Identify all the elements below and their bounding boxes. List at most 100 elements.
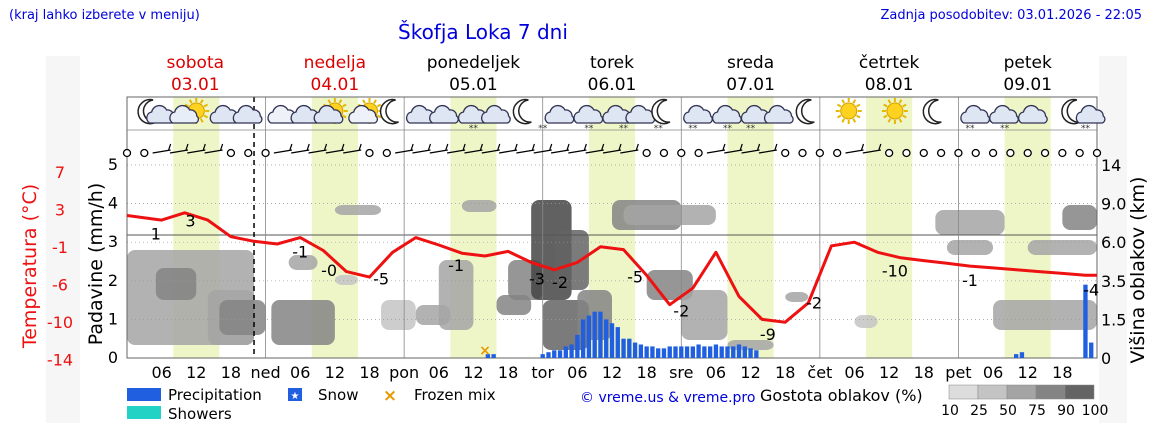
precip-bar xyxy=(707,346,713,358)
precip-bar xyxy=(644,346,649,358)
temp-point-label: -2 xyxy=(552,273,568,292)
wind-barb-icon xyxy=(724,149,743,154)
precip-bar xyxy=(1089,342,1094,358)
precip-bar xyxy=(546,352,551,358)
temperature-line xyxy=(126,211,1097,324)
precip-tick-label: 1 xyxy=(108,309,118,328)
wind-calm-icon xyxy=(1058,148,1067,158)
x-hour-label: 18 xyxy=(498,363,518,382)
x-hour-label: 06 xyxy=(151,363,171,382)
precip-bar xyxy=(702,346,707,358)
cloud-patch xyxy=(785,292,809,302)
temp-point-label: -1 xyxy=(292,243,308,262)
precip-bar xyxy=(638,344,644,358)
frozen-mix-marker: × xyxy=(479,343,491,359)
cloud-patch xyxy=(1027,240,1097,255)
precip-bar xyxy=(604,319,609,358)
wind-barb-icon xyxy=(169,149,189,154)
wind-barb-icon xyxy=(291,149,310,154)
last-updated: Zadnja posodobitev: 03.01.2026 - 22:05 xyxy=(880,8,1142,23)
precip-bar xyxy=(731,346,736,358)
temp-point-label: -9 xyxy=(760,325,776,344)
precip-bar xyxy=(552,350,557,358)
legend-snow-swatch xyxy=(288,388,302,401)
header-left-note: (kraj lahko izberete v meniju) xyxy=(9,8,200,23)
cloud-density-layer xyxy=(127,200,1097,350)
precip-bar xyxy=(684,346,690,358)
wind-barb-icon xyxy=(152,149,171,154)
precip-bar xyxy=(1019,352,1025,358)
precip-bar xyxy=(575,334,580,358)
wind-barb-icon xyxy=(862,149,881,154)
wind-barb-icon xyxy=(533,149,552,154)
wind-barb-icon xyxy=(273,149,292,154)
moon-icon xyxy=(1061,98,1081,125)
density-swatch xyxy=(948,384,979,400)
precip-bar xyxy=(563,346,568,358)
temp-tick-label: 3 xyxy=(55,201,65,220)
temp-point-label: -1 xyxy=(962,271,978,290)
cloud-icon xyxy=(169,104,199,124)
snowflake-icon: ** xyxy=(965,124,975,134)
cloud-patch xyxy=(946,240,994,255)
precip-bar xyxy=(696,344,701,358)
day-name-label: nedelja xyxy=(304,53,366,73)
wind-barb-icon xyxy=(204,149,223,154)
copyright-text: © vreme.us & vreme.pro xyxy=(580,390,755,406)
wind-calm-icon xyxy=(919,148,928,158)
wind-barb-icon xyxy=(187,149,206,154)
precip-bar xyxy=(615,327,620,358)
wind-calm-icon xyxy=(954,148,963,158)
temp-point-label: -2 xyxy=(806,294,822,313)
precip-bar xyxy=(632,342,638,358)
wind-calm-icon xyxy=(1023,148,1032,158)
wind-calm-icon xyxy=(902,148,911,158)
cloud-patch xyxy=(334,205,382,215)
day-name-label: sobota xyxy=(167,53,225,73)
day-name-label: ponedeljek xyxy=(427,53,521,73)
cloud-icon xyxy=(763,104,794,124)
wind-barb-icon xyxy=(395,149,414,154)
precip-tick-label: 4 xyxy=(108,194,118,213)
daylight-band xyxy=(866,97,913,358)
wind-barb-icon xyxy=(550,149,570,154)
wind-barb-icon xyxy=(447,149,466,154)
snowflake-icon: ** xyxy=(584,124,594,134)
cloud-tick-label: 1.5 xyxy=(1101,310,1126,329)
x-hour-label: 12 xyxy=(602,363,622,382)
x-hour-label: 18 xyxy=(775,363,795,382)
cloud-patch xyxy=(155,268,197,300)
x-hour-label: 12 xyxy=(463,363,483,382)
moon-icon xyxy=(922,98,942,125)
precip-bar xyxy=(742,346,747,358)
wind-barb-icon xyxy=(481,149,500,154)
x-hour-label: 12 xyxy=(1018,363,1038,382)
wind-barb-icon xyxy=(602,149,622,154)
cloud-icon xyxy=(348,104,378,124)
wind-barb-icon xyxy=(429,149,448,154)
x-hour-label: 06 xyxy=(290,363,310,382)
wind-barb-icon xyxy=(758,149,777,154)
precip-bar xyxy=(719,346,724,358)
cloud-icon xyxy=(232,104,263,124)
x-hour-label: 18 xyxy=(359,363,379,382)
wind-calm-icon xyxy=(226,148,236,158)
x-hour-label: 12 xyxy=(186,363,206,382)
temp-point-label: -10 xyxy=(882,261,908,280)
wind-calm-icon xyxy=(659,148,669,158)
wind-calm-icon xyxy=(815,148,825,158)
wind-calm-icon xyxy=(798,148,807,158)
day-date-label: 07.01 xyxy=(726,75,775,95)
precip-bar xyxy=(754,350,759,358)
wind-calm-icon xyxy=(382,148,391,158)
precip-tick-label: 2 xyxy=(108,271,118,290)
precip-bar xyxy=(713,344,719,358)
cloud-patch xyxy=(854,315,878,328)
precip-bar xyxy=(627,338,632,358)
cloud-tick-label: 6.0 xyxy=(1101,233,1126,252)
precip-axis-title: Padavine (mm/h) xyxy=(85,183,107,346)
precip-bar xyxy=(485,354,491,358)
temp-tick-label: -1 xyxy=(52,238,68,257)
precip-bar xyxy=(1014,354,1019,358)
